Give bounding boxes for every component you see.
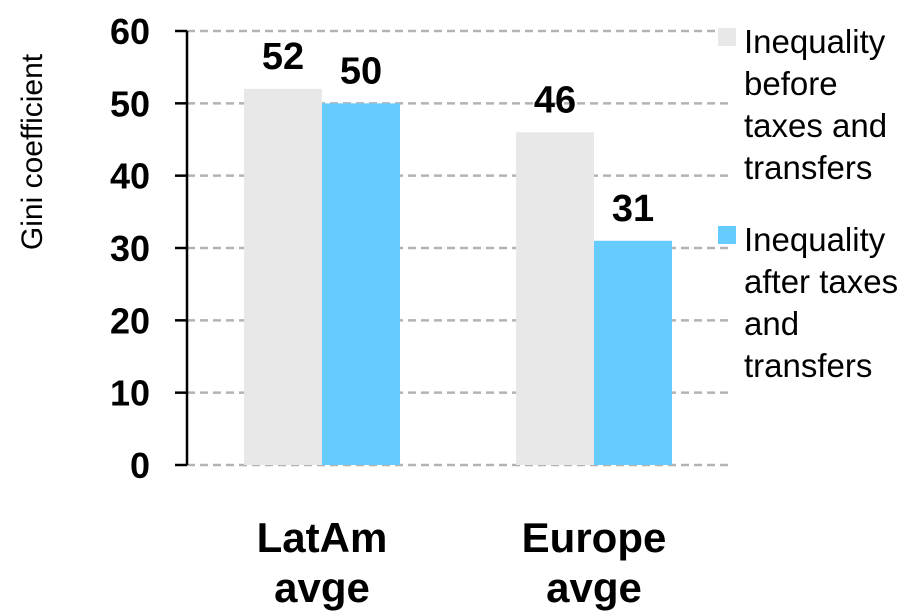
bar-series2-cat1 <box>322 103 400 465</box>
y-tick-label: 10 <box>110 373 150 414</box>
y-tick-label: 0 <box>130 445 150 486</box>
y-tick-label: 20 <box>110 300 150 341</box>
legend-label: before <box>744 65 838 102</box>
y-axis-label: Gini coefficient <box>16 53 49 250</box>
category-label: Europe <box>522 514 667 561</box>
data-label: 31 <box>612 188 654 230</box>
y-tick-label: 40 <box>110 156 150 197</box>
data-labels: 52 46 50 31 <box>262 36 654 230</box>
category-label: LatAm <box>257 514 388 561</box>
legend-label: Inequality <box>744 23 886 60</box>
bar-series1-cat1 <box>244 88 322 465</box>
bars <box>244 88 672 465</box>
bar-series1-cat2 <box>516 132 594 465</box>
data-label: 52 <box>262 36 304 78</box>
legend: Inequality before taxes and transfers Inequa… <box>718 23 898 384</box>
legend-swatch <box>718 226 736 244</box>
y-tick-label: 60 <box>110 11 150 52</box>
bar-series2-cat2 <box>594 240 672 465</box>
y-axis-ticks: 0 10 20 30 40 50 60 <box>110 11 187 486</box>
legend-label: Inequality <box>744 221 886 258</box>
legend-label: taxes and <box>744 107 887 144</box>
y-tick-label: 30 <box>110 228 150 269</box>
legend-label: transfers <box>744 149 872 186</box>
category-label: avge <box>274 564 370 611</box>
data-label: 46 <box>534 79 576 121</box>
legend-swatch <box>718 28 736 46</box>
category-label: avge <box>546 564 642 611</box>
legend-label: transfers <box>744 347 872 384</box>
y-tick-label: 50 <box>110 83 150 124</box>
data-label: 50 <box>340 50 382 92</box>
legend-label: and <box>744 305 799 342</box>
legend-label: after taxes <box>744 263 898 300</box>
